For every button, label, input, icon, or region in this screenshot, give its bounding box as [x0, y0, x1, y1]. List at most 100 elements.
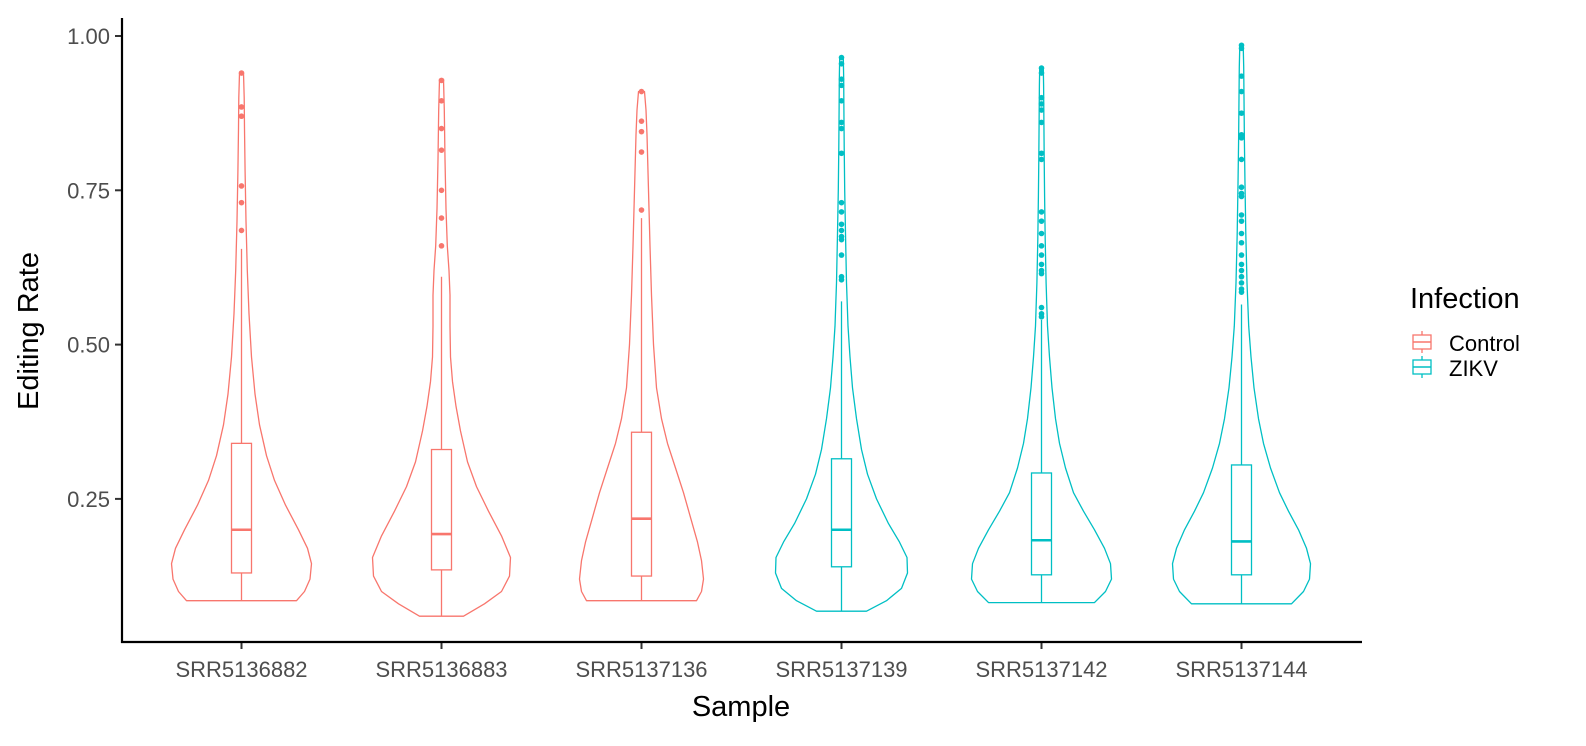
- x-axis-ticks: SRR5136882 SRR5136883 SRR5137136 SRR5137139…: [175, 642, 1308, 682]
- outlier-point: [838, 76, 845, 83]
- outlier-point: [238, 199, 245, 206]
- outlier-point: [1038, 252, 1045, 258]
- outlier-point: [1238, 45, 1245, 52]
- outlier-point: [1238, 273, 1245, 280]
- outlier-point: [238, 70, 245, 76]
- outlier-point: [438, 187, 445, 194]
- outlier-point: [438, 243, 445, 249]
- outlier-point: [838, 60, 845, 67]
- outlier-point: [1238, 230, 1245, 237]
- outlier-point: [1038, 230, 1045, 237]
- outlier-point: [838, 227, 845, 234]
- outlier-point: [238, 104, 245, 110]
- outlier-point: [1238, 239, 1245, 246]
- legend-key: [1412, 331, 1432, 353]
- y-tick-label: 0.25: [67, 487, 110, 512]
- outlier-point: [638, 128, 645, 135]
- outlier-point: [1038, 243, 1045, 249]
- outlier-point: [1238, 184, 1245, 191]
- x-tick-label: SRR5137144: [1175, 657, 1307, 682]
- outlier-point: [1238, 110, 1245, 116]
- legend-title: Infection: [1410, 283, 1520, 315]
- violin-shape: [578, 90, 705, 602]
- outlier-point: [838, 276, 845, 283]
- y-tick-label: 0.75: [67, 178, 110, 203]
- outlier-point: [438, 147, 445, 153]
- outlier-point: [1238, 193, 1245, 200]
- outlier-point: [438, 98, 445, 104]
- outlier-point: [438, 77, 445, 84]
- outlier-point: [1038, 94, 1045, 101]
- outlier-point: [838, 199, 845, 206]
- box-iqr: [230, 442, 253, 574]
- outlier-point: [438, 215, 445, 221]
- legend-label: Control: [1449, 331, 1520, 356]
- outlier-point: [1038, 261, 1045, 268]
- outlier-point: [238, 113, 245, 120]
- outlier-point: [838, 98, 845, 104]
- outlier-point: [638, 207, 645, 213]
- box-iqr: [1230, 464, 1253, 576]
- outlier-point: [1238, 267, 1245, 274]
- violin-group: [170, 70, 313, 602]
- outlier-point: [1238, 156, 1245, 163]
- box-iqr: [430, 448, 453, 571]
- outlier-point: [1038, 209, 1045, 215]
- outlier-point: [1238, 261, 1245, 268]
- x-tick-label: SRR5136882: [175, 657, 307, 682]
- outlier-point: [838, 236, 845, 243]
- outlier-point: [1238, 252, 1245, 258]
- outlier-point: [1238, 280, 1245, 286]
- outlier-point: [1238, 73, 1245, 79]
- outlier-point: [1038, 150, 1045, 157]
- outlier-point: [438, 125, 445, 132]
- outlier-point: [1238, 289, 1245, 295]
- y-axis-ticks: 0.25 0.50 0.75 1.00: [67, 24, 122, 512]
- legend-label: ZIKV: [1449, 356, 1498, 381]
- y-axis-title: Editing Rate: [13, 252, 45, 410]
- outlier-point: [838, 82, 845, 89]
- y-tick-label: 1.00: [67, 24, 110, 49]
- outlier-point: [1038, 65, 1045, 71]
- outlier-point: [638, 118, 645, 124]
- x-axis-title: Sample: [692, 691, 790, 723]
- box-iqr: [830, 458, 853, 568]
- outlier-point: [838, 125, 845, 132]
- violin-group: [371, 77, 512, 617]
- box-iqr: [630, 431, 653, 577]
- x-tick-label: SRR5136883: [375, 657, 507, 682]
- outlier-point: [838, 209, 845, 215]
- outlier-point: [1038, 107, 1045, 113]
- outlier-point: [638, 149, 645, 155]
- outlier-point: [1038, 101, 1045, 107]
- box-iqr: [1030, 472, 1053, 576]
- outlier-point: [1238, 135, 1245, 141]
- outlier-point: [1038, 119, 1045, 126]
- outlier-point: [1038, 156, 1045, 163]
- outlier-point: [238, 227, 245, 234]
- x-tick-label: SRR5137139: [775, 657, 907, 682]
- outlier-point: [238, 183, 245, 189]
- outlier-point: [638, 88, 645, 95]
- violin-group: [578, 88, 705, 602]
- outlier-point: [1038, 70, 1045, 76]
- outlier-point: [1038, 270, 1045, 277]
- violin-group: [970, 65, 1113, 604]
- x-tick-label: SRR5137142: [975, 657, 1107, 682]
- outlier-point: [838, 54, 845, 61]
- violin-group: [1171, 42, 1312, 605]
- outlier-point: [1038, 218, 1045, 224]
- outlier-point: [1238, 212, 1245, 218]
- outlier-point: [838, 119, 845, 126]
- outlier-point: [1238, 88, 1245, 95]
- violin-group: [774, 54, 909, 612]
- outlier-point: [838, 150, 845, 157]
- legend-key: [1412, 356, 1432, 378]
- outlier-point: [1038, 304, 1045, 311]
- outlier-point: [838, 221, 845, 228]
- x-tick-label: SRR5137136: [575, 657, 707, 682]
- violin-layer: [170, 42, 1312, 617]
- outlier-point: [1238, 218, 1245, 224]
- outlier-point: [838, 252, 845, 258]
